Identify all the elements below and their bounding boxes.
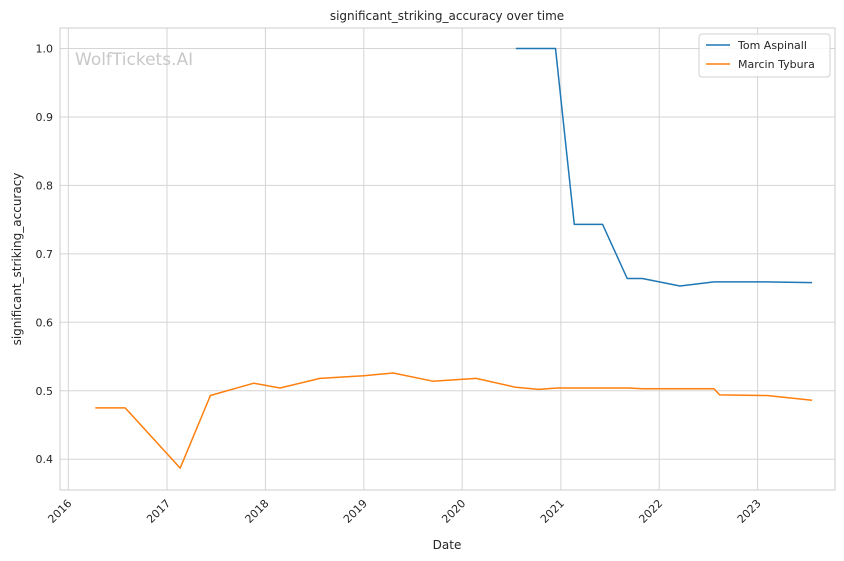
plot-frame: [59, 27, 836, 491]
y-tick-label: 0.6: [36, 316, 54, 329]
series-line-marcin-tybura: [95, 372, 813, 469]
y-axis-title: significant_striking_accuracy: [10, 173, 24, 346]
chart-title: significant_striking_accuracy over time: [330, 9, 564, 23]
legend-box: [698, 33, 831, 78]
watermark: WolfTickets.AI: [75, 50, 193, 70]
y-tick-label: 1.0: [36, 43, 54, 56]
x-axis-title: Date: [433, 538, 462, 552]
y-tick-label: 0.4: [36, 453, 54, 466]
y-tick-label: 0.5: [36, 385, 54, 398]
y-tick-labels: 0.4 0.5 0.6 0.7 0.8 0.9 1.0: [36, 43, 54, 467]
y-tick-label: 0.9: [36, 111, 54, 124]
series-line-tom-aspinall: [515, 47, 813, 287]
y-gridlines: [60, 48, 835, 460]
y-tick-label: 0.8: [36, 179, 54, 192]
y-tick-label: 0.7: [36, 248, 54, 261]
legend-label-tom-aspinall: Tom Aspinall: [737, 39, 807, 52]
legend-label-marcin-tybura: Marcin Tybura: [738, 58, 815, 71]
series-layer: [95, 47, 813, 469]
legend: Tom Aspinall Marcin Tybura: [698, 33, 831, 78]
